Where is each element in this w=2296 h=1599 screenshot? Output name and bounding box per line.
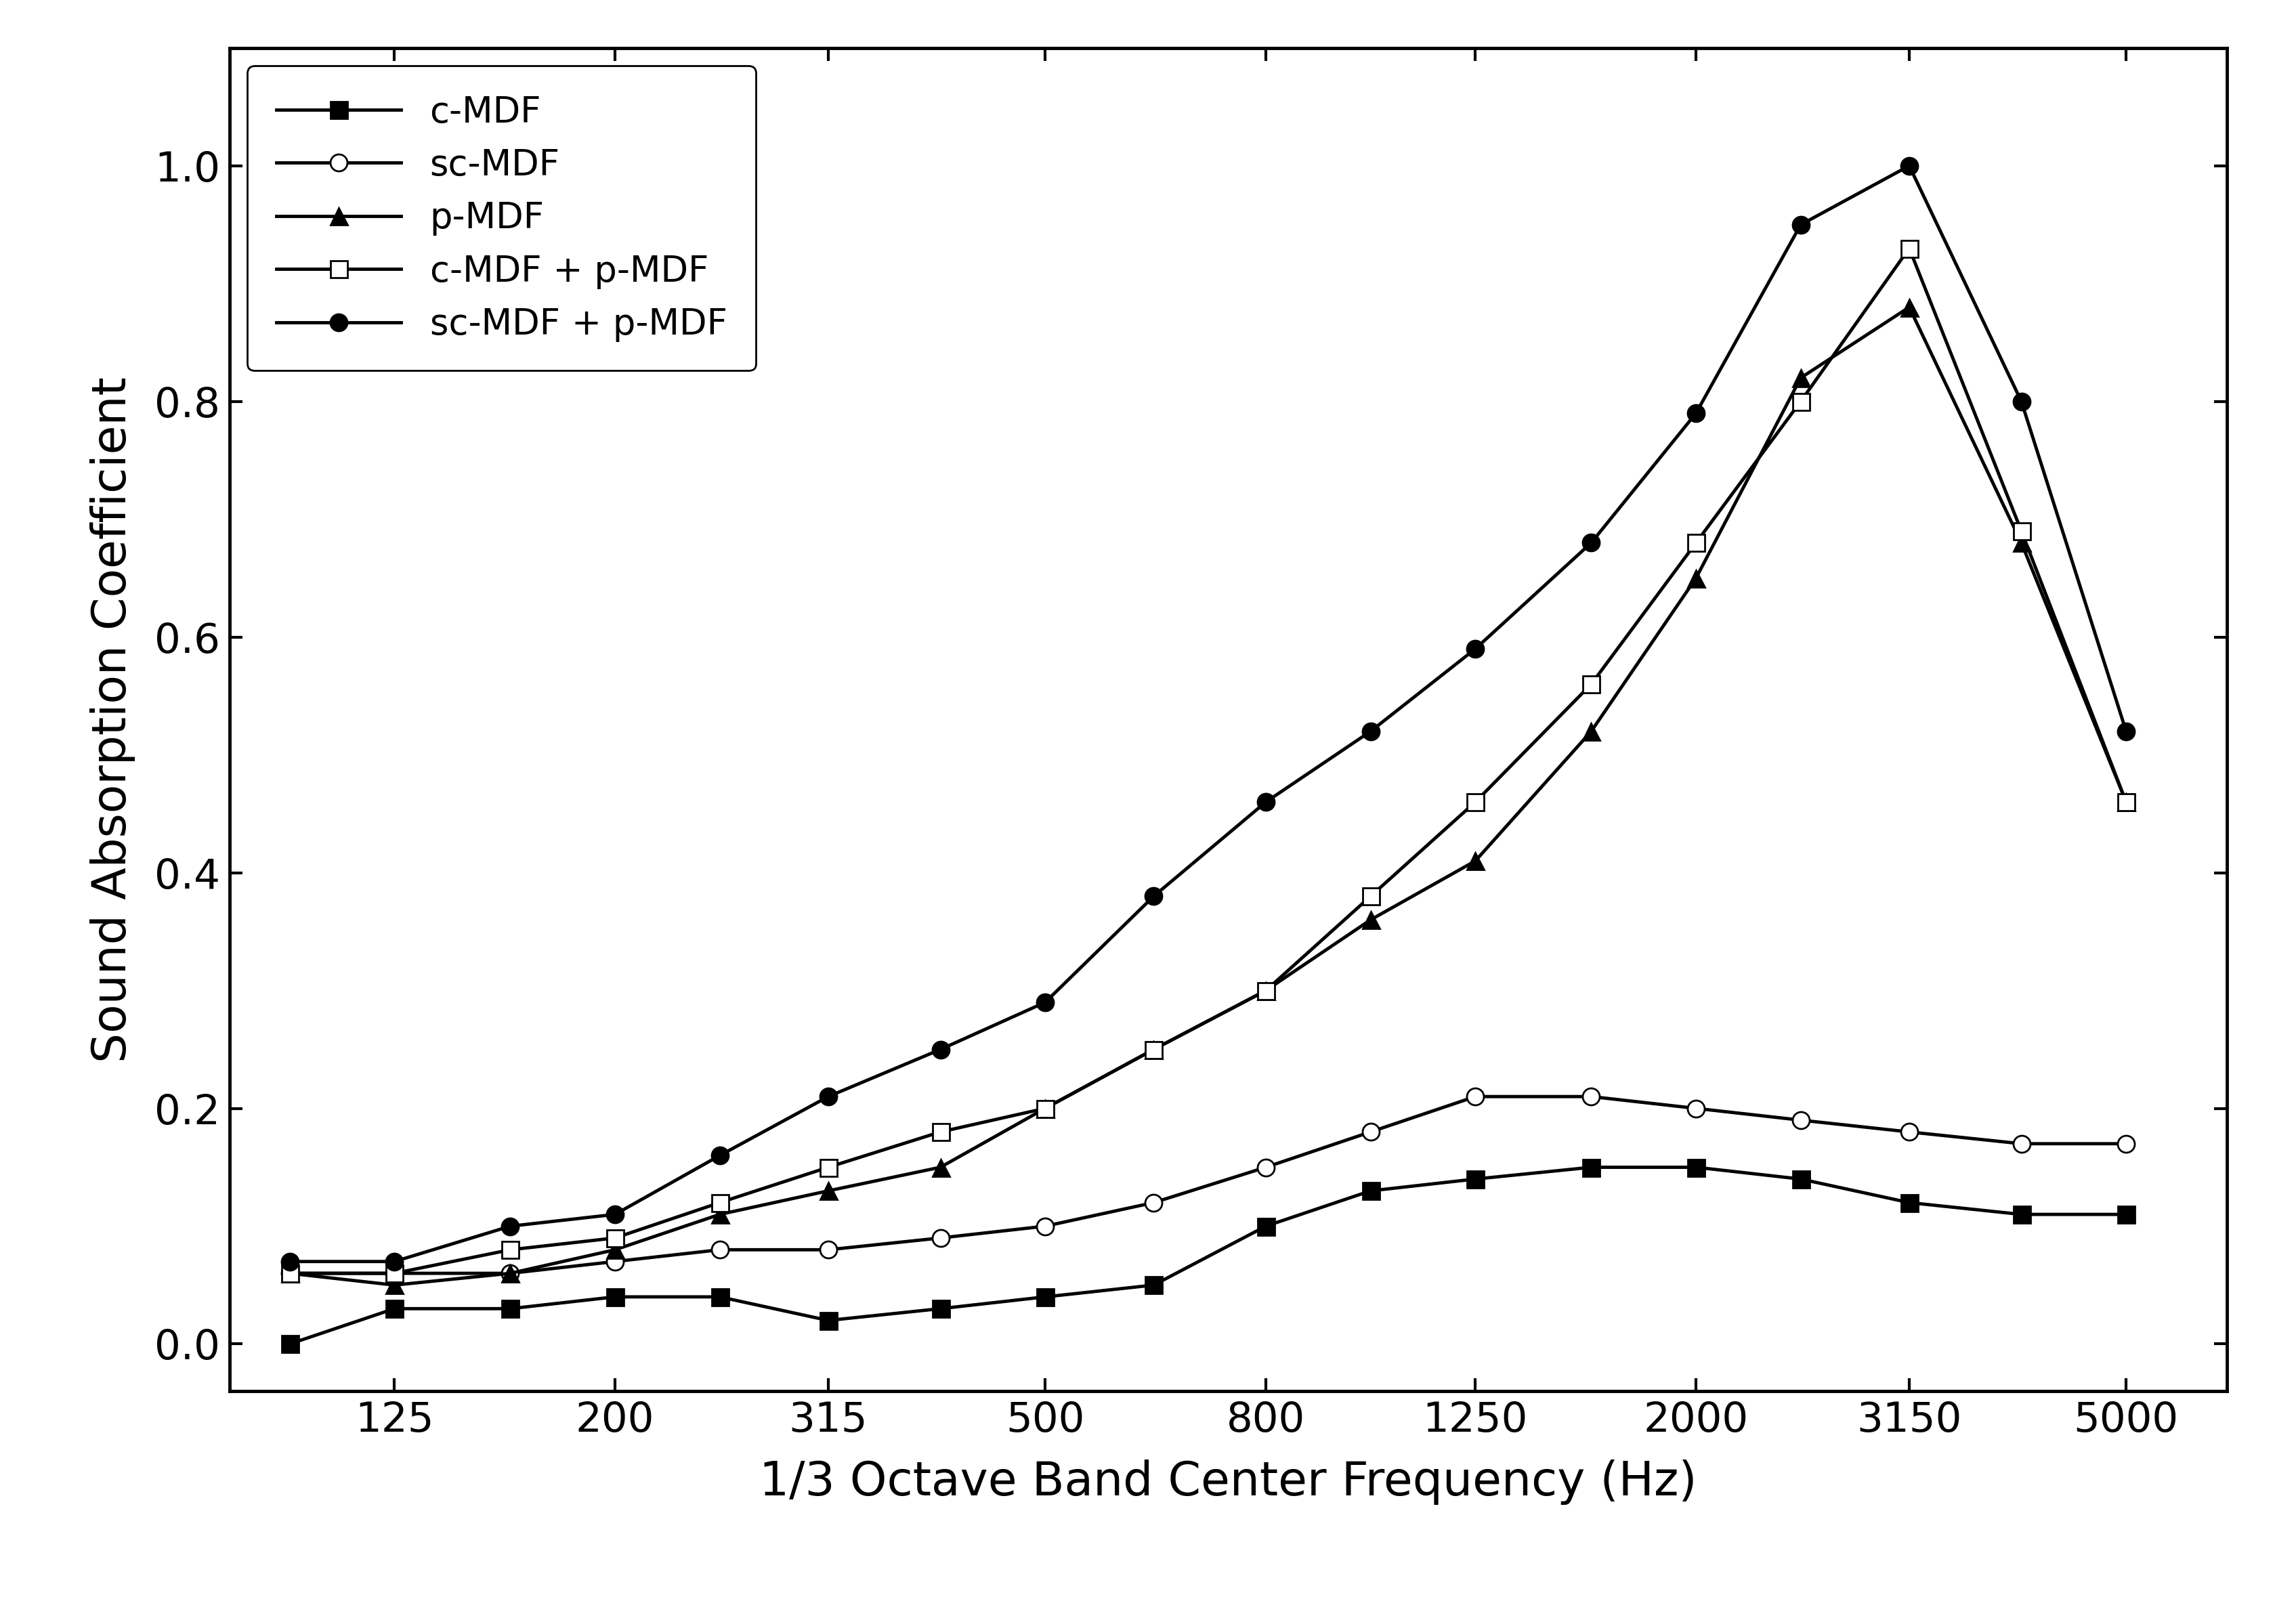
c-MDF: [1786, 1169, 1814, 1188]
c-MDF + p-MDF: [602, 1228, 629, 1247]
c-MDF + p-MDF: [1031, 1099, 1058, 1118]
sc-MDF: [381, 1263, 409, 1282]
p-MDF: [1786, 368, 1814, 387]
c-MDF: [815, 1311, 843, 1330]
sc-MDF: [705, 1241, 732, 1260]
sc-MDF: [2112, 1134, 2140, 1153]
p-MDF: [1577, 721, 1605, 740]
sc-MDF + p-MDF: [1683, 403, 1711, 422]
c-MDF: [1577, 1158, 1605, 1177]
c-MDF + p-MDF: [381, 1263, 409, 1282]
c-MDF: [276, 1335, 303, 1354]
c-MDF + p-MDF: [1251, 980, 1279, 999]
p-MDF: [1896, 297, 1924, 317]
sc-MDF: [1031, 1217, 1058, 1236]
c-MDF: [1031, 1287, 1058, 1306]
c-MDF: [2112, 1204, 2140, 1223]
c-MDF + p-MDF: [1139, 1039, 1166, 1059]
p-MDF: [1683, 569, 1711, 588]
sc-MDF + p-MDF: [1031, 993, 1058, 1012]
sc-MDF + p-MDF: [2007, 392, 2034, 411]
sc-MDF + p-MDF: [602, 1204, 629, 1223]
c-MDF + p-MDF: [705, 1193, 732, 1212]
sc-MDF + p-MDF: [1577, 532, 1605, 552]
sc-MDF: [1463, 1087, 1490, 1107]
c-MDF + p-MDF: [1896, 238, 1924, 257]
sc-MDF: [2007, 1134, 2034, 1153]
c-MDF + p-MDF: [2007, 521, 2034, 540]
c-MDF + p-MDF: [1683, 532, 1711, 552]
sc-MDF: [1683, 1099, 1711, 1118]
c-MDF + p-MDF: [928, 1122, 955, 1142]
c-MDF + p-MDF: [815, 1158, 843, 1177]
sc-MDF + p-MDF: [2112, 721, 2140, 740]
c-MDF: [381, 1298, 409, 1318]
p-MDF: [496, 1263, 523, 1282]
c-MDF + p-MDF: [1357, 887, 1384, 907]
c-MDF: [2007, 1204, 2034, 1223]
p-MDF: [1357, 910, 1384, 929]
c-MDF: [1357, 1182, 1384, 1201]
sc-MDF: [1357, 1122, 1384, 1142]
c-MDF + p-MDF: [2112, 793, 2140, 812]
p-MDF: [815, 1182, 843, 1201]
c-MDF: [1139, 1276, 1166, 1295]
p-MDF: [602, 1241, 629, 1260]
sc-MDF: [1139, 1193, 1166, 1212]
sc-MDF: [1577, 1087, 1605, 1107]
sc-MDF: [1786, 1111, 1814, 1130]
sc-MDF + p-MDF: [276, 1252, 303, 1271]
sc-MDF + p-MDF: [705, 1146, 732, 1166]
sc-MDF + p-MDF: [381, 1252, 409, 1271]
Legend: c-MDF, sc-MDF, p-MDF, c-MDF + p-MDF, sc-MDF + p-MDF: c-MDF, sc-MDF, p-MDF, c-MDF + p-MDF, sc-…: [248, 66, 755, 371]
p-MDF: [276, 1263, 303, 1282]
sc-MDF: [1251, 1158, 1279, 1177]
Line: c-MDF: c-MDF: [280, 1159, 2135, 1353]
c-MDF + p-MDF: [496, 1241, 523, 1260]
c-MDF + p-MDF: [1577, 675, 1605, 694]
sc-MDF + p-MDF: [928, 1039, 955, 1059]
sc-MDF: [928, 1228, 955, 1247]
Line: sc-MDF: sc-MDF: [280, 1087, 2135, 1282]
c-MDF: [602, 1287, 629, 1306]
p-MDF: [2112, 793, 2140, 812]
p-MDF: [705, 1204, 732, 1223]
c-MDF: [928, 1298, 955, 1318]
p-MDF: [1251, 980, 1279, 999]
sc-MDF + p-MDF: [1357, 721, 1384, 740]
p-MDF: [1463, 851, 1490, 870]
p-MDF: [381, 1276, 409, 1295]
c-MDF + p-MDF: [1463, 793, 1490, 812]
c-MDF + p-MDF: [1786, 392, 1814, 411]
c-MDF: [496, 1298, 523, 1318]
Line: sc-MDF + p-MDF: sc-MDF + p-MDF: [280, 157, 2135, 1270]
c-MDF: [1251, 1217, 1279, 1236]
p-MDF: [1031, 1099, 1058, 1118]
Line: c-MDF + p-MDF: c-MDF + p-MDF: [280, 240, 2135, 1282]
sc-MDF: [496, 1263, 523, 1282]
sc-MDF + p-MDF: [1786, 216, 1814, 235]
sc-MDF + p-MDF: [815, 1087, 843, 1107]
sc-MDF: [815, 1241, 843, 1260]
Y-axis label: Sound Absorption Coefficient: Sound Absorption Coefficient: [90, 377, 135, 1062]
sc-MDF: [1896, 1122, 1924, 1142]
sc-MDF: [276, 1263, 303, 1282]
sc-MDF + p-MDF: [1896, 157, 1924, 176]
c-MDF: [1896, 1193, 1924, 1212]
X-axis label: 1/3 Octave Band Center Frequency (Hz): 1/3 Octave Band Center Frequency (Hz): [760, 1460, 1697, 1505]
sc-MDF + p-MDF: [1139, 887, 1166, 907]
c-MDF: [1683, 1158, 1711, 1177]
p-MDF: [928, 1158, 955, 1177]
Line: p-MDF: p-MDF: [280, 299, 2135, 1294]
sc-MDF + p-MDF: [1463, 640, 1490, 659]
c-MDF: [1463, 1169, 1490, 1188]
c-MDF + p-MDF: [276, 1263, 303, 1282]
sc-MDF: [602, 1252, 629, 1271]
sc-MDF + p-MDF: [1251, 793, 1279, 812]
c-MDF: [705, 1287, 732, 1306]
p-MDF: [2007, 532, 2034, 552]
sc-MDF + p-MDF: [496, 1217, 523, 1236]
p-MDF: [1139, 1039, 1166, 1059]
